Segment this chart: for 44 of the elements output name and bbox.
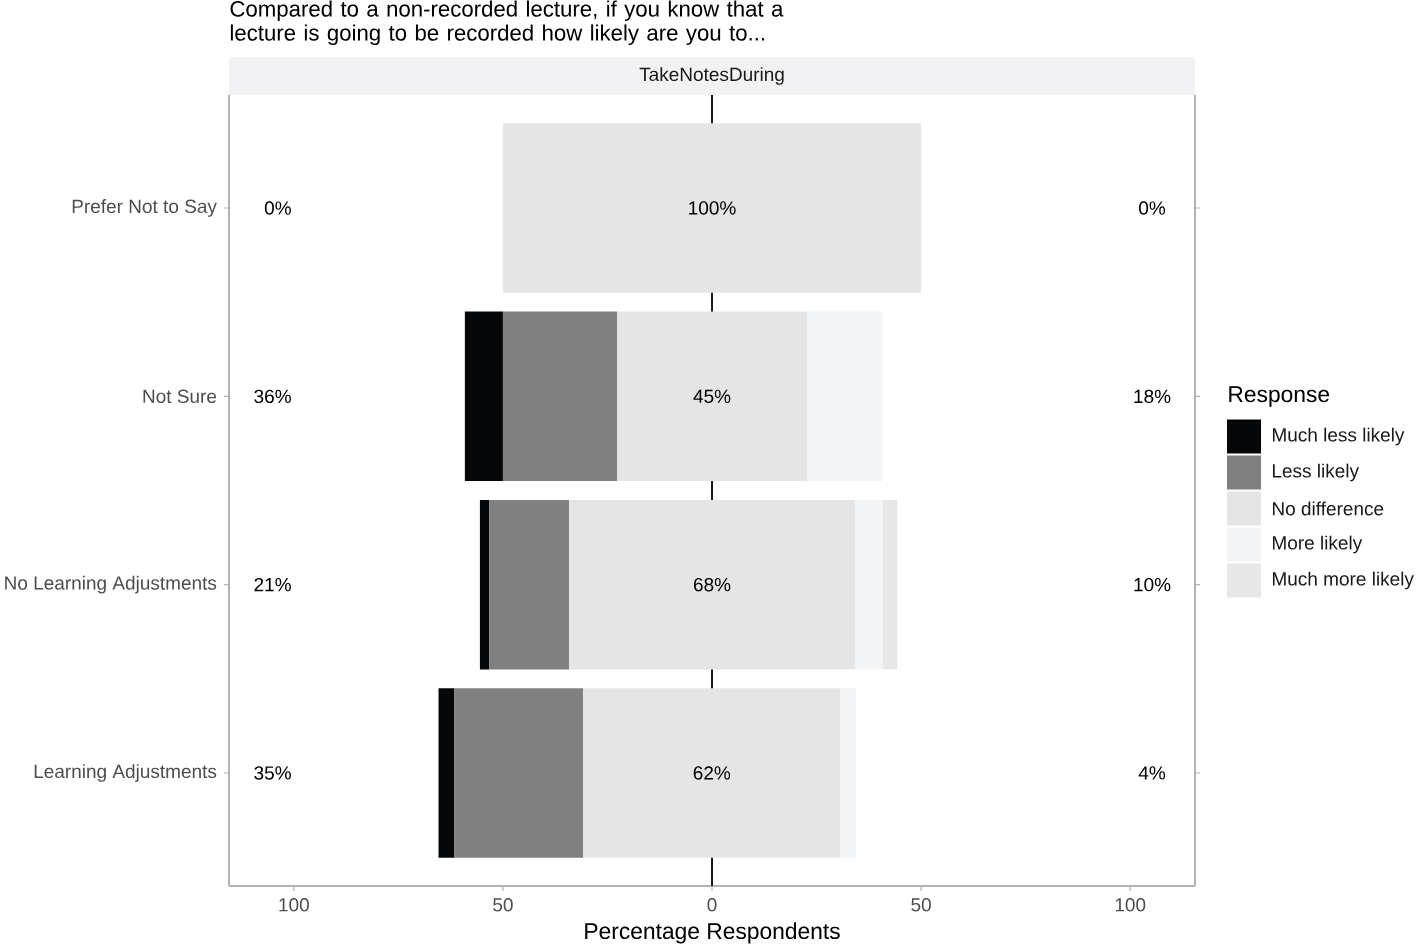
bar	[840, 688, 857, 858]
bar	[583, 688, 841, 858]
data-label: 62%	[693, 766, 731, 780]
bar	[502, 123, 922, 293]
data-label: 100%	[689, 201, 736, 215]
chart-subtitle: TakeNotesDuring	[639, 67, 784, 85]
x-tick-label: 50	[911, 898, 931, 912]
annotation: 18%	[1134, 389, 1171, 404]
legend-title: Response	[1229, 386, 1330, 407]
legend-label: Much more likely	[1272, 571, 1414, 590]
annotation: 36%	[254, 389, 291, 404]
data-label: 68%	[693, 577, 731, 592]
x-tick-label: 50	[493, 898, 513, 912]
bar	[454, 688, 584, 858]
y-tick-label: Not Sure	[143, 389, 217, 404]
annotation: 21%	[254, 577, 291, 592]
bar	[568, 499, 856, 670]
bar	[617, 311, 807, 482]
bar	[806, 311, 884, 482]
bar	[855, 499, 884, 670]
y-tick-label: No Learning Adjustments	[5, 575, 217, 594]
y-tick-label: Prefer Not to Say	[72, 199, 217, 217]
data-label: 45%	[693, 389, 731, 404]
bar	[489, 499, 569, 670]
x-tick-label: 0	[707, 898, 717, 912]
bar	[883, 499, 898, 670]
bar	[479, 499, 490, 670]
legend-label: No difference	[1272, 501, 1384, 516]
legend-label: Much less likely	[1272, 427, 1405, 446]
bar	[438, 688, 455, 858]
bar	[502, 311, 618, 482]
annotation: 35%	[254, 766, 291, 780]
annotation: 0%	[1139, 201, 1166, 215]
chart-title: Compared to a non-recorded lecture, if you know that a lecture is going to be recorded how likely are you to...	[230, 0, 784, 46]
x-axis-title: Percentage Respondents	[585, 922, 840, 944]
x-tick-label: 100	[279, 898, 309, 912]
x-tick-label: 100	[1115, 898, 1146, 912]
bar	[464, 311, 503, 482]
annotation: 4%	[1138, 766, 1166, 780]
annotation: 10%	[1134, 577, 1171, 592]
legend-label: Less likely	[1272, 463, 1359, 482]
legend-label: More likely	[1272, 535, 1363, 554]
annotation: 0%	[264, 201, 291, 215]
y-tick-label: Learning Adjustments	[34, 764, 217, 782]
